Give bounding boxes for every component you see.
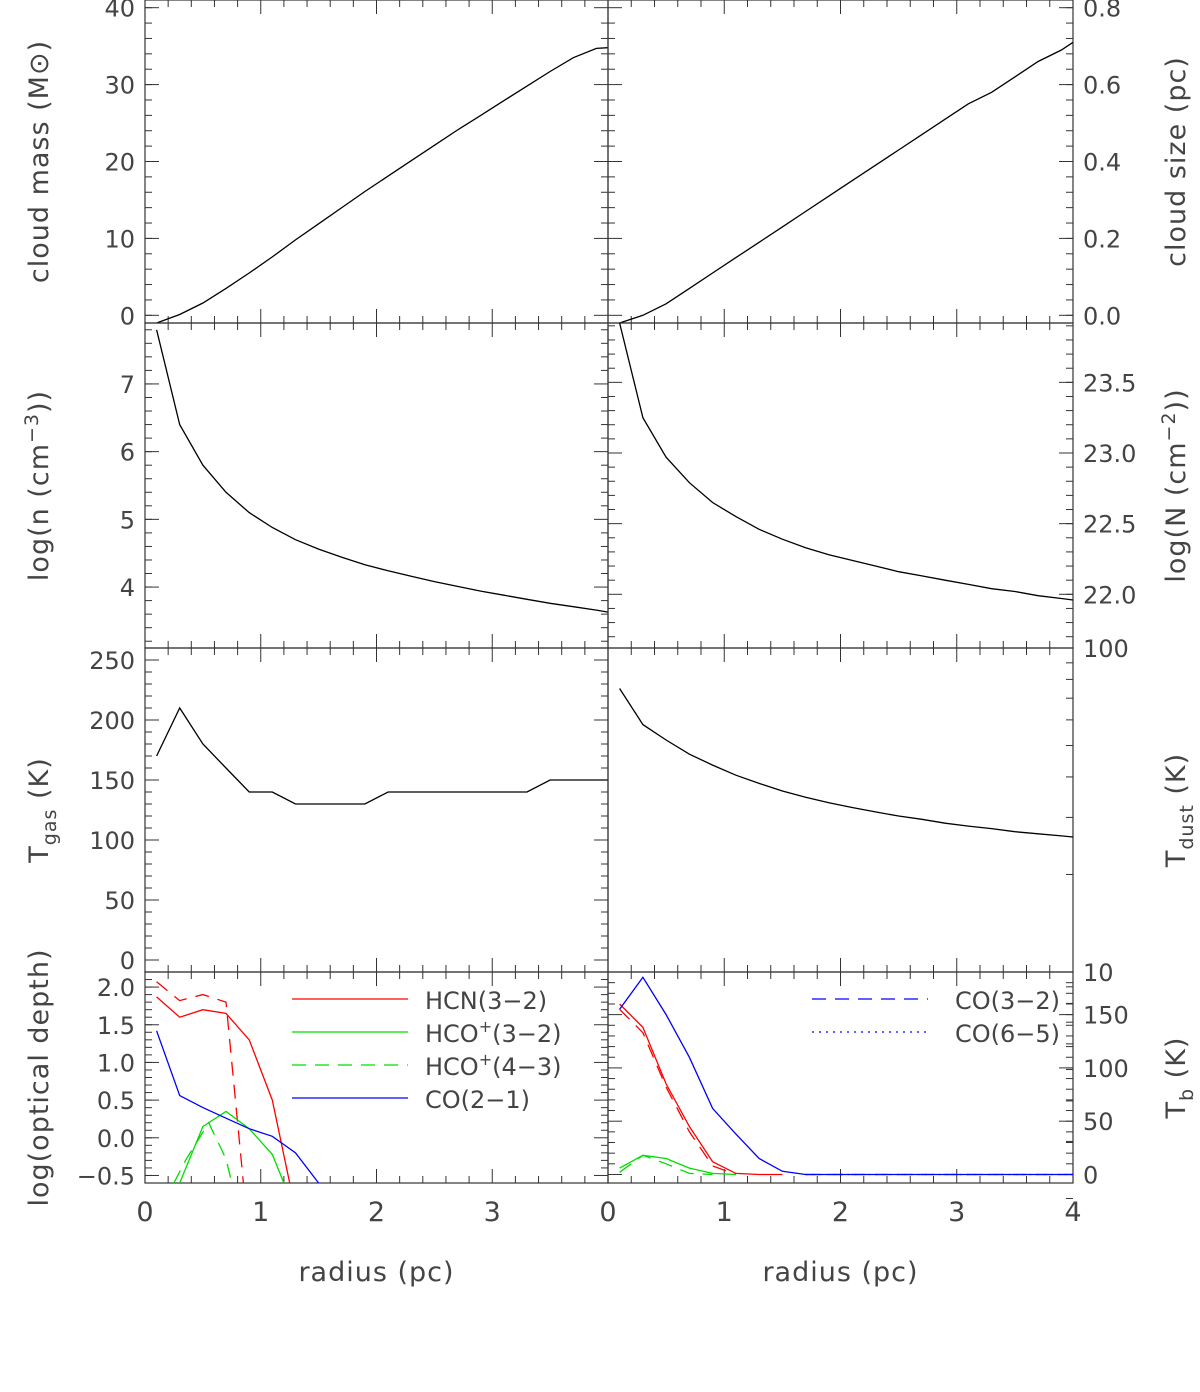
- y-tick-label: 1.0: [97, 1049, 135, 1077]
- series-line: [619, 1008, 737, 1176]
- series-line: [156, 981, 245, 1183]
- y-axis-label: Tgas (K): [24, 757, 61, 863]
- y-tick-label: 22.5: [1083, 511, 1136, 539]
- panel-frame: [607, 0, 1074, 324]
- y-tick-label: 100: [1083, 635, 1129, 663]
- y-tick-label: 0: [1083, 1161, 1098, 1189]
- x-tick-label: 3: [948, 1197, 965, 1228]
- series-line: [179, 1110, 285, 1183]
- legend: HCN(3−2)HCO+(3−2)HCO+(4−3) CO(2−1): [292, 987, 561, 1114]
- y-axis-label: log(N (cm−2)): [1158, 388, 1192, 582]
- y-tick-label: 6: [120, 439, 135, 467]
- y-tick-label: 4: [120, 574, 135, 602]
- y-axis-label: cloud size (pc): [1161, 56, 1192, 267]
- y-tick-label: 0: [120, 947, 135, 975]
- y-tick-label: 23.5: [1083, 369, 1136, 397]
- series-line: [619, 1003, 783, 1176]
- y-tick-label: 50: [1083, 1108, 1114, 1136]
- legend-label: HCO+(4−3): [425, 1050, 561, 1081]
- y-tick-label: 0: [120, 302, 135, 330]
- x-tick-label: 4: [1064, 1197, 1081, 1228]
- x-tick-label: 0: [599, 1197, 616, 1228]
- series-line: [619, 41, 1073, 323]
- panel-third-right: 10 100 Tdust (K): [607, 635, 1198, 1199]
- y-tick-label: 2.0: [97, 974, 135, 1002]
- y-tick-label: −0.5: [77, 1162, 135, 1190]
- legend-label: HCO+(3−2): [425, 1017, 561, 1048]
- panel-second-right: 22.0 22.5 23.0 23.5 log(N (cm−2)): [607, 322, 1192, 649]
- series-line: [155, 1030, 320, 1183]
- y-tick-label: 200: [89, 707, 135, 735]
- panel-second-left: 4 5 6 7 log(n (cm−3)): [21, 322, 609, 649]
- y-tick-label: 0.5: [97, 1087, 135, 1115]
- legend: CO(3−2) CO(6−5): [812, 987, 1060, 1048]
- y-axis-label: Tb (K): [1161, 1037, 1198, 1120]
- series-line: [155, 329, 608, 613]
- y-tick-label: 7: [120, 371, 135, 399]
- panel-frame: [144, 0, 609, 324]
- panel-frame: [144, 322, 609, 649]
- y-tick-label: 100: [89, 827, 135, 855]
- legend-label: CO(2−1): [425, 1086, 530, 1114]
- y-tick-label: 150: [1083, 1002, 1129, 1030]
- legend-label: CO(6−5): [955, 1020, 1060, 1048]
- y-axis-label: cloud mass (M⊙): [24, 40, 55, 283]
- y-tick-label: 0.6: [1083, 72, 1121, 100]
- y-tick-label: 0.4: [1083, 149, 1121, 177]
- legend-label: CO(3−2): [955, 987, 1060, 1015]
- panel-frame: [144, 647, 609, 973]
- series-line: [618, 323, 1073, 601]
- x-tick-label: 3: [484, 1197, 501, 1228]
- y-tick-label: 0.8: [1083, 0, 1121, 23]
- x-tick-label: 2: [832, 1197, 849, 1228]
- y-tick-label: 20: [104, 149, 135, 177]
- panel-frame: [607, 647, 1074, 973]
- y-tick-label: 50: [104, 887, 135, 915]
- y-tick-label: 0.2: [1083, 225, 1121, 253]
- y-tick-label: 5: [120, 506, 135, 534]
- x-tick-label: 1: [252, 1197, 269, 1228]
- y-axis-label: Tdust (K): [1161, 753, 1198, 868]
- x-axis-label: radius (pc): [298, 1257, 454, 1288]
- panel-third-left: 0 50 100 150 200 250 Tgas (K): [24, 647, 609, 975]
- x-tick-label: 0: [136, 1197, 153, 1228]
- series-line: [619, 1154, 713, 1176]
- x-axis-label: radius (pc): [762, 1257, 918, 1288]
- y-tick-label: 30: [104, 72, 135, 100]
- y-tick-label: 0.0: [1083, 302, 1121, 330]
- y-tick-label: 10: [1083, 959, 1114, 987]
- y-tick-label: 250: [89, 647, 135, 675]
- y-tick-label: 40: [104, 0, 135, 23]
- y-tick-label: 22.0: [1083, 581, 1136, 609]
- series-line: [156, 47, 608, 323]
- legend-label: HCN(3−2): [425, 987, 547, 1015]
- y-tick-label: 10: [104, 225, 135, 253]
- panel-top-left: 0 10 20 30 40 cloud mass (M⊙): [24, 0, 609, 330]
- panel-frame: [607, 322, 1074, 649]
- y-tick-label: 100: [1083, 1055, 1129, 1083]
- x-tick-label: 2: [368, 1197, 385, 1228]
- y-tick-label: 1.5: [97, 1012, 135, 1040]
- x-tick-label: 1: [716, 1197, 733, 1228]
- y-axis-label: log(n (cm−3)): [21, 390, 55, 581]
- series-line: [156, 996, 291, 1183]
- series-line: [619, 688, 1073, 838]
- y-tick-label: 23.0: [1083, 440, 1136, 468]
- y-axis-label: log(optical depth): [24, 948, 55, 1206]
- series-line: [173, 1121, 233, 1183]
- y-tick-label: 0.0: [97, 1125, 135, 1153]
- series-line: [156, 706, 608, 805]
- y-tick-label: 150: [89, 767, 135, 795]
- panel-top-right: 0.0 0.2 0.4 0.6 0.8 cloud size (pc): [607, 0, 1192, 330]
